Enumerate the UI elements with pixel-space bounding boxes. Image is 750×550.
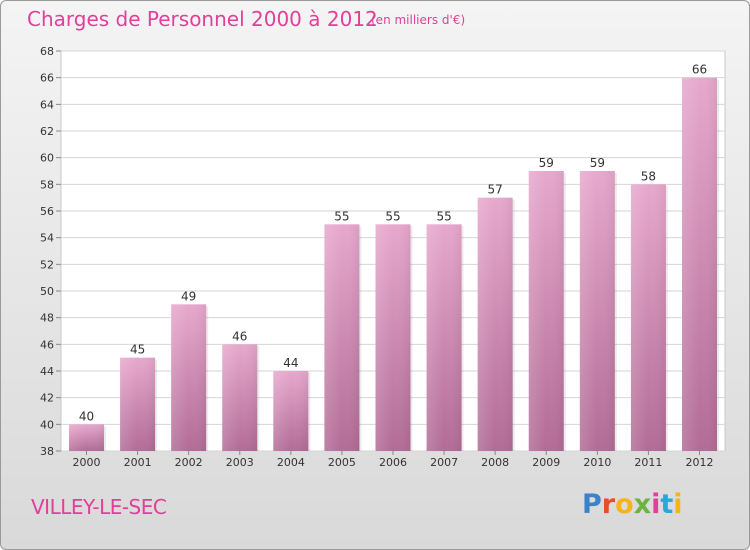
bar-value-label: 49 [181, 289, 196, 303]
bar-highlight [273, 371, 309, 451]
bar-highlight [477, 197, 513, 451]
y-tick-label: 62 [40, 125, 54, 138]
bar-highlight [426, 224, 462, 451]
x-tick-label: 2006 [379, 456, 407, 469]
town-name: VILLEY-LE-SEC [31, 495, 167, 519]
x-tick-label: 2010 [583, 456, 611, 469]
bar-value-label: 57 [488, 183, 503, 197]
bar-value-label: 45 [130, 343, 145, 357]
y-tick-label: 52 [40, 258, 54, 271]
y-tick-label: 50 [40, 285, 54, 298]
x-tick-label: 2005 [328, 456, 356, 469]
y-tick-label: 54 [40, 232, 54, 245]
bar-value-label: 66 [692, 63, 707, 77]
bar-value-label: 46 [232, 329, 247, 343]
bar-highlight [682, 77, 717, 452]
bar-highlight [630, 184, 666, 452]
y-tick-label: 68 [40, 45, 54, 58]
bar-highlight [579, 171, 615, 451]
bar-value-label: 55 [436, 209, 451, 223]
x-tick-label: 2008 [481, 456, 509, 469]
bar-value-label: 59 [590, 156, 605, 170]
bar-value-label: 55 [334, 209, 349, 223]
x-tick-label: 2011 [634, 456, 662, 469]
x-tick-label: 2002 [175, 456, 203, 469]
bar-highlight [375, 224, 411, 451]
y-tick-label: 60 [40, 152, 54, 165]
bar-highlight [120, 357, 156, 451]
y-tick-label: 40 [40, 418, 54, 431]
bar-highlight [528, 171, 564, 451]
bar-value-label: 44 [283, 356, 298, 370]
y-tick-label: 46 [40, 338, 54, 351]
chart-subtitle: (en milliers d'€) [371, 13, 466, 27]
bar-highlight [324, 224, 360, 451]
bar-highlight [222, 344, 258, 451]
x-tick-label: 2009 [532, 456, 560, 469]
y-tick-label: 38 [40, 445, 54, 458]
y-tick-label: 42 [40, 392, 54, 405]
proxiti-logo: Proxiti [582, 489, 683, 520]
y-tick-label: 64 [40, 98, 54, 111]
x-tick-label: 2001 [124, 456, 152, 469]
bar-highlight [171, 304, 207, 451]
x-tick-label: 2000 [73, 456, 101, 469]
x-tick-label: 2003 [226, 456, 254, 469]
x-tick-label: 2012 [686, 456, 714, 469]
x-tick-label: 2004 [277, 456, 305, 469]
y-tick-label: 56 [40, 205, 54, 218]
bar-highlight [69, 424, 104, 451]
bar-value-label: 59 [539, 156, 554, 170]
bar-value-label: 55 [385, 209, 400, 223]
chart-title: Charges de Personnel 2000 à 2012 [27, 7, 378, 31]
y-tick-label: 58 [40, 178, 54, 191]
y-tick-label: 66 [40, 72, 54, 85]
bar-value-label: 58 [641, 169, 656, 183]
y-tick-label: 44 [40, 365, 54, 378]
bar-value-label: 40 [79, 409, 94, 423]
y-tick-label: 48 [40, 312, 54, 325]
x-tick-label: 2007 [430, 456, 458, 469]
